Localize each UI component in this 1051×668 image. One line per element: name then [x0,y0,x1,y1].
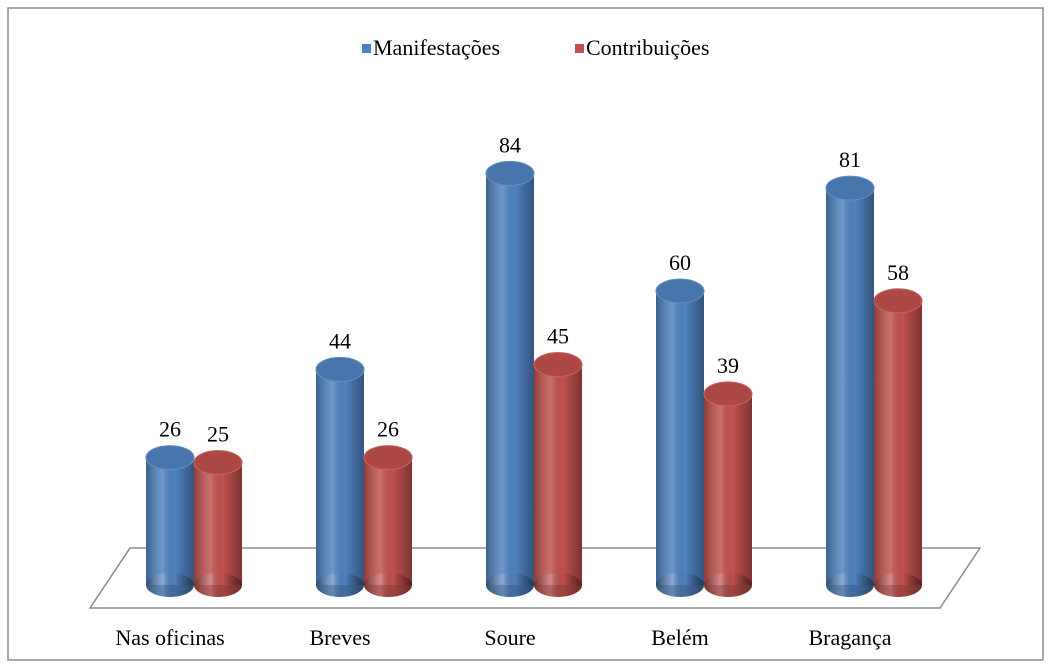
bar-shade [656,291,704,585]
data-label: 84 [499,132,521,157]
cylinder-top [315,356,365,382]
x-tick-label: Bragança [808,625,891,650]
legend-swatch [362,44,371,53]
cylinder-bottom-shade [826,573,874,597]
data-label: 44 [329,328,351,353]
cylinder-bottom-shade [534,573,582,597]
data-label: 60 [669,250,691,275]
x-tick-label: Belém [651,625,708,650]
x-tick-label: Soure [484,625,535,650]
bar-shade [316,369,364,585]
cylinder-bottom-shade [364,573,412,597]
cylinder-top [873,288,923,314]
data-label: 25 [207,422,229,447]
cylinder-top [363,445,413,471]
data-label: 39 [717,353,739,378]
x-tick-label: Nas oficinas [115,625,224,650]
cylinder-top [533,352,583,377]
cylinder-bottom-shade [146,573,194,597]
legend-label: Contribuições [586,35,709,60]
bar-shade [146,457,194,585]
data-label: 58 [887,260,909,285]
legend-label: Manifestações [373,35,500,60]
cylinder-bottom-shade [194,573,242,597]
legend-swatch [575,44,584,53]
cylinder-top [655,278,705,304]
bar-shade [364,457,412,585]
cylinder-bottom-shade [874,573,922,597]
data-label: 81 [839,147,861,172]
cylinder-bottom-shade [486,573,534,597]
bar-shade [194,462,242,585]
cylinder-bottom-shade [656,573,704,597]
data-label: 26 [377,417,399,442]
data-label: 26 [159,417,181,442]
bar-shade [486,173,534,585]
x-tick-label: Breves [309,625,370,650]
data-label: 45 [547,324,569,349]
bar-shade [704,393,752,585]
cylinder-top [193,450,243,475]
cylinder-top [485,160,535,186]
cylinder-bottom-shade [316,573,364,597]
bar-shade [826,188,874,585]
bar-shade [534,364,582,585]
cylinder-top [825,175,875,201]
bar-shade [874,300,922,585]
cylinder-top [145,445,195,471]
cylinder-bottom-shade [704,573,752,597]
cylinder-top [703,381,753,407]
